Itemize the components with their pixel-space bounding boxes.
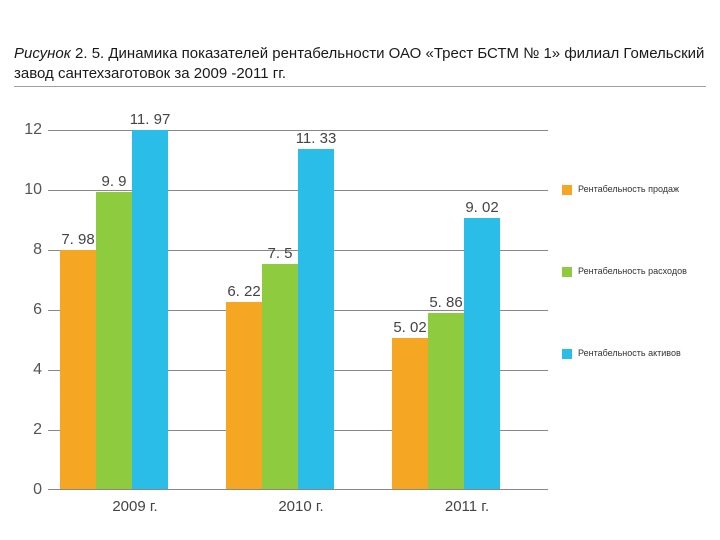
legend-swatch — [562, 267, 572, 277]
bar: 9. 9 — [96, 192, 132, 489]
bar: 5. 02 — [392, 338, 428, 489]
bar-value-label: 11. 97 — [120, 111, 180, 128]
x-category-label: 2010 г. — [226, 498, 376, 515]
bar: 6. 22 — [226, 302, 262, 489]
legend-item: Рентабельность активов — [562, 349, 712, 359]
y-tick-label: 8 — [18, 241, 42, 259]
legend-label: Рентабельность активов — [578, 349, 681, 359]
legend-swatch — [562, 349, 572, 359]
plot-area: 0246810127. 989. 911. 976. 227. 511. 335… — [48, 130, 548, 490]
chart-title: Рисунок 2. 5. Динамика показателей рента… — [14, 44, 706, 85]
title-rest: 2. 5. Динамика показателей рентабельност… — [14, 45, 704, 82]
y-tick-label: 2 — [18, 421, 42, 439]
y-tick-label: 12 — [18, 121, 42, 139]
bar: 5. 86 — [428, 313, 464, 489]
y-tick-label: 0 — [18, 481, 42, 499]
x-category-label: 2011 г. — [392, 498, 542, 515]
bar: 7. 98 — [60, 250, 96, 489]
legend-label: Рентабельность расходов — [578, 267, 687, 277]
bar-value-label: 9. 02 — [452, 199, 512, 216]
title-underline — [14, 86, 706, 87]
x-category-label: 2009 г. — [60, 498, 210, 515]
legend-label: Рентабельность продаж — [578, 185, 679, 195]
bar: 9. 02 — [464, 218, 500, 489]
legend-item: Рентабельность продаж — [562, 185, 712, 195]
legend-item: Рентабельность расходов — [562, 267, 712, 277]
legend-swatch — [562, 185, 572, 195]
title-prefix: Рисунок — [14, 45, 71, 62]
y-tick-label: 6 — [18, 301, 42, 319]
bar: 7. 5 — [262, 264, 298, 489]
bar: 11. 33 — [298, 149, 334, 489]
legend: Рентабельность продаж Рентабельность расх… — [562, 185, 712, 431]
bar-value-label: 11. 33 — [286, 130, 346, 147]
bar: 11. 97 — [132, 130, 168, 489]
y-tick-label: 10 — [18, 181, 42, 199]
y-tick-label: 4 — [18, 361, 42, 379]
chart: 0246810127. 989. 911. 976. 227. 511. 335… — [14, 130, 706, 526]
